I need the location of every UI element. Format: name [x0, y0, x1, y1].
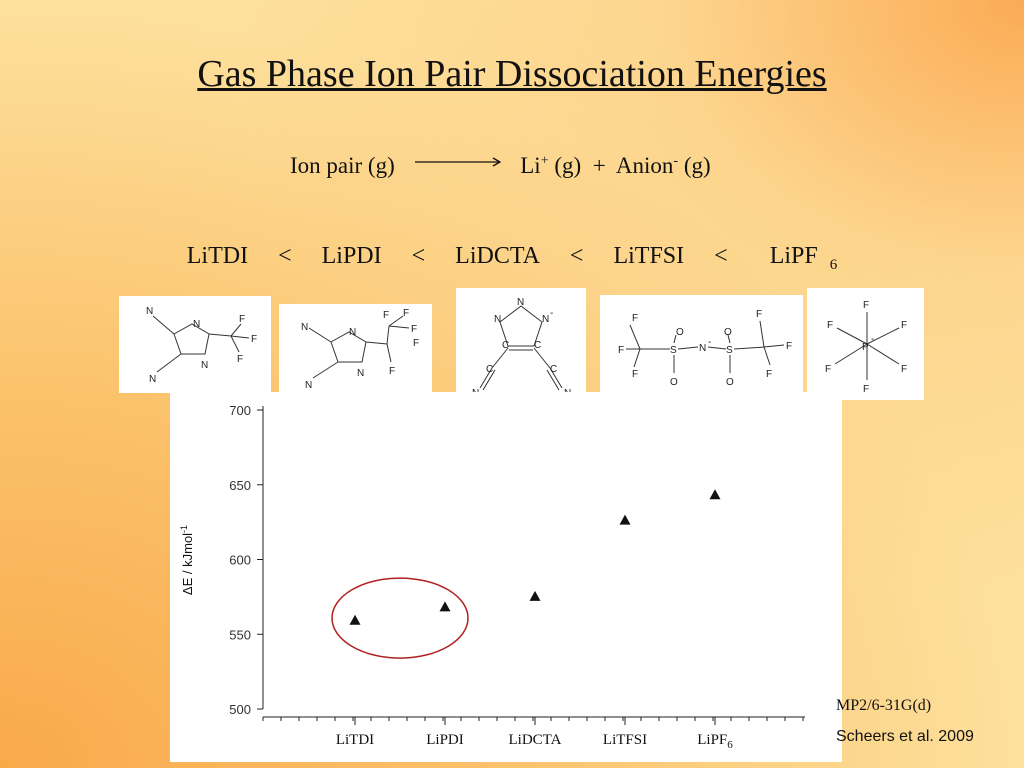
svg-text:F: F: [383, 310, 389, 321]
svg-text:F: F: [251, 334, 257, 345]
dissociation-energy-chart: 500 550 600 650 700 ΔE / kJmol-1 LiTDI LiPDI LiD…: [179, 403, 805, 751]
slide-title: Gas Phase Ion Pair Dissociation Energies: [197, 53, 827, 95]
svg-text:N: N: [357, 368, 364, 379]
data-point-triangle: [349, 614, 361, 625]
data-point-triangle: [529, 590, 541, 601]
pdi-structure-image: N N N N F F F F F: [279, 304, 432, 395]
svg-text:N: N: [517, 297, 524, 308]
order-item: LiTDI: [186, 243, 249, 269]
svg-text:N: N: [349, 327, 356, 338]
y-tick-label: 700: [229, 403, 251, 418]
data-point-triangle: [439, 601, 451, 612]
reaction-arrow-icon: [414, 157, 501, 167]
svg-text:N: N: [494, 314, 501, 325]
svg-text:S: S: [670, 345, 677, 356]
order-item: LiTFSI: [613, 243, 685, 269]
svg-text:F: F: [901, 320, 907, 331]
order-item: LiDCTA: [455, 243, 540, 269]
svg-text:-: -: [871, 334, 874, 345]
tfsi-structure-image: F F F S O O N - S O O F F F: [600, 295, 803, 395]
svg-text:N: N: [301, 322, 308, 333]
y-axis-label: ΔE / kJmol-1: [179, 525, 195, 595]
svg-text:N: N: [193, 319, 200, 330]
x-tick-label: LiDCTA: [509, 732, 562, 748]
svg-text:F: F: [237, 354, 243, 365]
svg-text:C: C: [486, 364, 493, 375]
svg-text:F: F: [632, 313, 638, 324]
dissociation-reaction: Ion pair (g) Li+ (g) + Anion- (g): [290, 153, 711, 179]
y-tick-label: 650: [229, 478, 251, 493]
svg-text:F: F: [632, 369, 638, 380]
order-separator: <: [714, 243, 728, 269]
plus-sign: +: [592, 153, 606, 178]
product-cation: Li+ (g): [520, 153, 582, 178]
stability-ordering: LiTDI < LiPDI < LiDCTA < LiTFSI < LiPF 6: [0, 243, 1024, 274]
svg-text:N: N: [146, 306, 153, 317]
svg-text:F: F: [403, 308, 409, 319]
svg-text:N: N: [149, 374, 156, 385]
svg-text:F: F: [766, 369, 772, 380]
svg-text:F: F: [389, 366, 395, 377]
plot-panel: 500 550 600 650 700 ΔE / kJmol-1 LiTDI LiPDI LiD…: [170, 392, 842, 762]
order-item: LiPF 6: [769, 243, 838, 273]
product-anion: Anion- (g): [615, 153, 711, 178]
svg-text:F: F: [411, 324, 417, 335]
svg-text:C: C: [534, 340, 541, 351]
svg-text:F: F: [825, 364, 831, 375]
svg-text:S: S: [726, 345, 733, 356]
svg-text:-: -: [708, 337, 711, 348]
svg-text:F: F: [827, 320, 833, 331]
svg-text:F: F: [901, 364, 907, 375]
dcta-structure-image: N N N - C C C C N N: [456, 288, 586, 400]
svg-text:N: N: [699, 343, 706, 354]
svg-text:C: C: [502, 340, 509, 351]
svg-text:F: F: [239, 314, 245, 325]
data-point-triangle: [709, 489, 721, 500]
x-tick-label: LiPF6: [697, 732, 733, 751]
svg-text:O: O: [670, 377, 678, 388]
svg-text:F: F: [863, 300, 869, 311]
svg-text:F: F: [413, 338, 419, 349]
svg-text:O: O: [724, 327, 732, 338]
svg-text:-: -: [550, 308, 553, 319]
svg-text:N: N: [305, 380, 312, 391]
tdi-structure-image: N N N N F F F: [119, 296, 271, 393]
y-tick-label: 600: [229, 553, 251, 568]
svg-text:F: F: [786, 341, 792, 352]
svg-text:O: O: [676, 327, 684, 338]
x-tick-label: LiTDI: [336, 732, 374, 748]
order-separator: <: [569, 243, 584, 269]
reactant: Ion pair (g): [290, 153, 395, 178]
data-point-triangle: [619, 514, 631, 525]
svg-text:O: O: [726, 377, 734, 388]
order-separator: <: [278, 243, 292, 269]
svg-text:N: N: [542, 314, 549, 325]
y-tick-label: 500: [229, 702, 251, 717]
svg-text:F: F: [618, 345, 624, 356]
order-separator: <: [411, 243, 426, 269]
citation: Scheers et al. 2009: [836, 728, 974, 745]
x-tick-label: LiTFSI: [603, 732, 647, 748]
svg-text:F: F: [756, 309, 762, 320]
order-item: LiPDI: [321, 243, 382, 269]
svg-text:P: P: [862, 342, 869, 353]
pf6-structure-image: F F F P - F F F: [807, 288, 924, 400]
y-tick-label: 550: [229, 627, 251, 642]
method-label: MP2/6-31G(d): [836, 697, 932, 714]
svg-text:C: C: [550, 364, 557, 375]
highlight-ellipse: [331, 577, 469, 659]
svg-text:N: N: [201, 360, 208, 371]
x-tick-label: LiPDI: [426, 732, 464, 748]
svg-text:F: F: [863, 384, 869, 395]
